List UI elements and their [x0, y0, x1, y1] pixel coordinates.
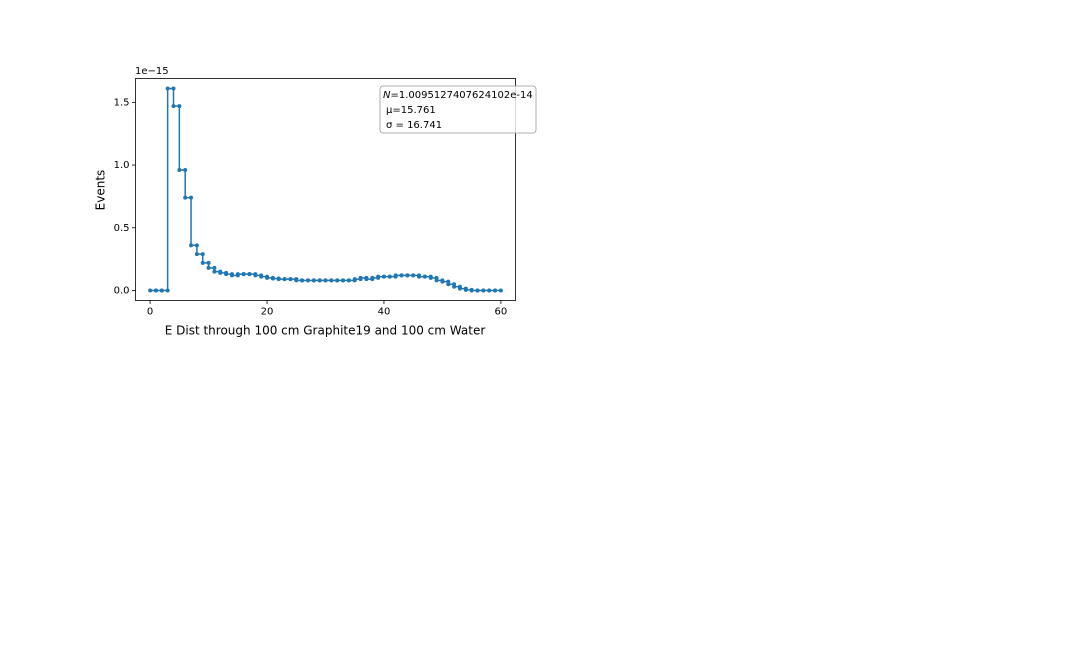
marker	[212, 269, 217, 274]
y-axis-label: Events	[94, 170, 108, 211]
marker	[381, 274, 386, 279]
stats-mu: μ=15.761	[386, 105, 436, 116]
y-tick-label: 1.0	[114, 160, 130, 171]
marker	[422, 274, 427, 279]
marker	[399, 273, 404, 278]
marker	[352, 277, 357, 282]
marker	[387, 274, 392, 279]
stats-n: N=1.0095127407624102e-14	[383, 90, 533, 101]
marker	[200, 260, 205, 265]
marker	[341, 278, 346, 283]
marker	[440, 279, 445, 284]
marker	[212, 265, 217, 270]
marker	[329, 278, 334, 283]
marker	[224, 272, 229, 277]
marker	[259, 274, 264, 279]
x-axis-label: E Dist through 100 cm Graphite19 and 100…	[165, 324, 486, 338]
marker	[206, 260, 211, 265]
marker	[405, 273, 410, 278]
marker	[288, 277, 293, 282]
marker	[487, 288, 492, 293]
stats-n-value: =1.0095127407624102e-14	[390, 90, 532, 101]
axes-frame	[135, 78, 516, 301]
marker	[189, 243, 194, 248]
marker	[148, 288, 153, 293]
y-tick-label: 1.5	[114, 97, 130, 108]
marker	[282, 277, 287, 282]
marker	[206, 265, 211, 270]
marker	[370, 275, 375, 280]
y-offset-text: 1e−15	[135, 66, 169, 77]
marker	[463, 287, 468, 292]
marker	[218, 270, 223, 275]
marker	[475, 288, 480, 293]
marker	[194, 243, 199, 248]
marker	[323, 278, 328, 283]
marker	[153, 288, 158, 293]
marker	[393, 273, 398, 278]
marker	[165, 288, 170, 293]
marker	[317, 278, 322, 283]
marker	[457, 286, 462, 291]
x-tick-label: 20	[261, 307, 274, 318]
marker	[171, 86, 176, 91]
stats-box	[379, 85, 537, 134]
marker	[171, 104, 176, 109]
y-tick-label: 0.5	[114, 223, 130, 234]
marker	[253, 273, 258, 278]
marker	[346, 278, 351, 283]
marker	[294, 278, 299, 283]
marker	[481, 288, 486, 293]
stats-sigma: σ = 16.741	[386, 120, 442, 131]
marker	[300, 278, 305, 283]
marker	[311, 278, 316, 283]
marker	[235, 272, 240, 277]
marker	[417, 274, 422, 279]
marker	[434, 278, 439, 283]
marker	[446, 282, 451, 287]
marker	[194, 252, 199, 257]
marker	[364, 277, 369, 282]
marker	[411, 273, 416, 278]
marker	[183, 168, 188, 173]
marker	[358, 275, 363, 280]
x-tick-label: 60	[495, 307, 508, 318]
marker	[276, 277, 281, 282]
plot-area	[148, 86, 503, 293]
marker	[270, 276, 275, 281]
marker	[183, 195, 188, 200]
marker	[469, 288, 474, 293]
marker	[452, 284, 457, 289]
marker	[200, 252, 205, 257]
marker	[247, 272, 252, 277]
marker	[428, 275, 433, 280]
stats-n-symbol: N	[383, 90, 391, 101]
marker	[165, 86, 170, 91]
x-tick-label: 40	[378, 307, 391, 318]
marker	[159, 288, 164, 293]
marker	[305, 278, 310, 283]
marker	[493, 288, 498, 293]
marker	[498, 288, 503, 293]
marker	[229, 273, 234, 278]
marker	[241, 272, 246, 277]
marker	[376, 274, 381, 279]
y-tick-label: 0.0	[114, 285, 130, 296]
marker	[177, 104, 182, 109]
marker	[177, 168, 182, 173]
x-tick-label: 0	[147, 307, 153, 318]
marker	[335, 278, 340, 283]
marker	[265, 275, 270, 280]
marker	[189, 195, 194, 200]
